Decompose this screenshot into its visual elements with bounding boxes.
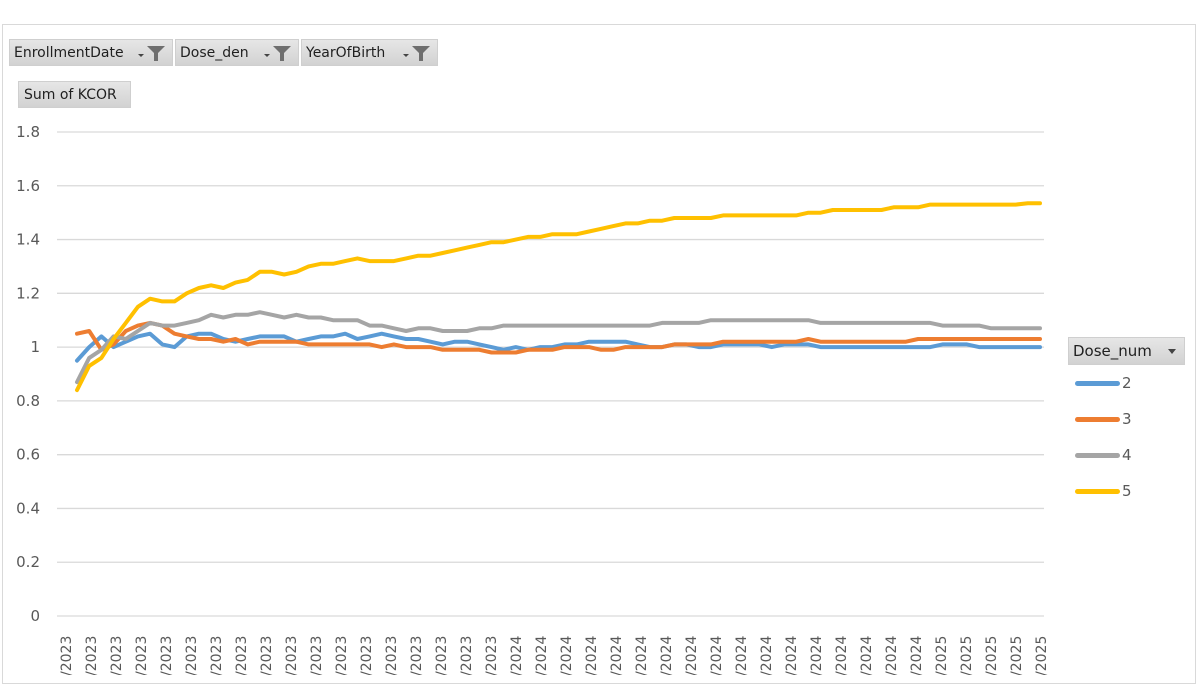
x-axis-tick-label: /2024 (834, 636, 850, 675)
legend-item-label: 5 (1122, 482, 1132, 500)
series-line-dose-4[interactable] (75, 310, 1042, 385)
y-axis-tick-label: 1.8 (16, 123, 40, 141)
x-axis-tick-label: /2024 (659, 636, 675, 675)
x-axis-tick-label: /2024 (509, 636, 525, 675)
legend-title: Dose_num (1073, 342, 1152, 360)
x-axis-tick-label: /2025 (959, 636, 975, 675)
x-axis-tick-label: /2024 (884, 636, 900, 675)
legend-item-label: 3 (1122, 410, 1132, 428)
x-axis-tick-label: /2024 (634, 636, 650, 675)
filter-label: EnrollmentDate (14, 44, 124, 61)
legend: Dose_num 2 3 4 5 (1068, 337, 1185, 509)
series-line-dose-3[interactable] (75, 320, 1042, 355)
x-axis-tick-label: /2023 (384, 636, 400, 675)
legend-item-5[interactable]: 5 (1068, 473, 1185, 509)
x-axis-tick-label: /2024 (584, 636, 600, 675)
dropdown-caret-icon (264, 53, 270, 57)
chart-frame (2, 24, 1196, 684)
dropdown-caret-icon (403, 53, 409, 57)
filter-dose-den-button[interactable]: Dose_den (175, 39, 299, 66)
legend-item-2[interactable]: 2 (1068, 365, 1185, 401)
legend-line-swatch-icon (1075, 380, 1120, 386)
x-axis-tick-label: /2023 (334, 636, 350, 675)
legend-line-swatch-icon (1075, 488, 1120, 494)
x-axis-tick-label: /2023 (234, 636, 250, 675)
x-axis-tick-label: /2023 (184, 636, 200, 675)
x-axis-tick-label: /2023 (309, 636, 325, 675)
x-axis-tick-label: /2024 (859, 636, 875, 675)
legend-item-label: 2 (1122, 374, 1132, 392)
filter-label: Dose_den (180, 44, 249, 61)
x-axis-tick-label: /2025 (1034, 636, 1050, 675)
x-axis-tick-label: /2023 (209, 636, 225, 675)
series-line-dose-5[interactable] (75, 201, 1042, 393)
y-axis-tick-label: 0 (30, 607, 40, 625)
x-axis-tick-label: /2023 (484, 636, 500, 675)
x-axis-tick-label: /2024 (559, 636, 575, 675)
x-axis-tick-label: /2023 (84, 636, 100, 675)
x-axis-tick-label: /2024 (534, 636, 550, 675)
filter-icon (412, 45, 430, 61)
y-axis-tick-label: 0.4 (16, 499, 40, 517)
x-axis-tick-label: /2023 (359, 636, 375, 675)
y-axis-tick-label: 1.2 (16, 284, 40, 302)
legend-line-swatch-icon (1075, 416, 1120, 422)
legend-item-4[interactable]: 4 (1068, 437, 1185, 473)
legend-line-swatch-icon (1075, 452, 1120, 458)
legend-item-3[interactable]: 3 (1068, 401, 1185, 437)
x-axis-tick-label: /2024 (809, 636, 825, 675)
x-axis-tick-label: /2024 (609, 636, 625, 675)
y-axis-tick-label: 1.4 (16, 231, 40, 249)
y-axis-tick-label: 1 (30, 338, 40, 356)
x-axis-tick-label: /2023 (59, 636, 75, 675)
dropdown-caret-icon (1168, 348, 1176, 354)
filter-field-buttons: EnrollmentDate Dose_den YearOfBirth (9, 39, 438, 66)
x-axis-tick-label: /2023 (284, 636, 300, 675)
x-axis-tick-label: /2024 (734, 636, 750, 675)
y-axis-tick-label: 0.2 (16, 553, 40, 571)
filter-icon (147, 45, 165, 61)
filter-label: YearOfBirth (306, 44, 386, 61)
x-axis-tick-label: /2024 (784, 636, 800, 675)
x-axis-tick-label: /2023 (409, 636, 425, 675)
value-field-button[interactable]: Sum of KCOR (18, 81, 131, 108)
x-axis-tick-label: /2023 (459, 636, 475, 675)
x-axis-tick-label: /2025 (984, 636, 1000, 675)
x-axis-tick-label: /2024 (909, 636, 925, 675)
x-axis-tick-label: /2023 (109, 636, 125, 675)
dropdown-caret-icon (138, 53, 144, 57)
y-axis-tick-label: 0.8 (16, 392, 40, 410)
x-axis-tick-label: /2023 (134, 636, 150, 675)
filter-icon (273, 45, 291, 61)
y-axis-tick-label: 0.6 (16, 446, 40, 464)
legend-item-label: 4 (1122, 446, 1132, 464)
x-axis-tick-label: /2023 (259, 636, 275, 675)
x-axis-tick-label: /2024 (759, 636, 775, 675)
value-field-label: Sum of KCOR (24, 86, 117, 103)
x-axis-tick-label: /2024 (709, 636, 725, 675)
filter-enrollmentdate-button[interactable]: EnrollmentDate (9, 39, 173, 66)
x-axis-tick-label: /2025 (1009, 636, 1025, 675)
legend-filter-dose-num-button[interactable]: Dose_num (1068, 337, 1185, 365)
x-axis-tick-label: /2024 (684, 636, 700, 675)
filter-yearofbirth-button[interactable]: YearOfBirth (301, 39, 438, 66)
y-axis-tick-label: 1.6 (16, 177, 40, 195)
x-axis-tick-label: /2023 (434, 636, 450, 675)
x-axis-tick-label: /2025 (934, 636, 950, 675)
x-axis-tick-label: /2023 (159, 636, 175, 675)
